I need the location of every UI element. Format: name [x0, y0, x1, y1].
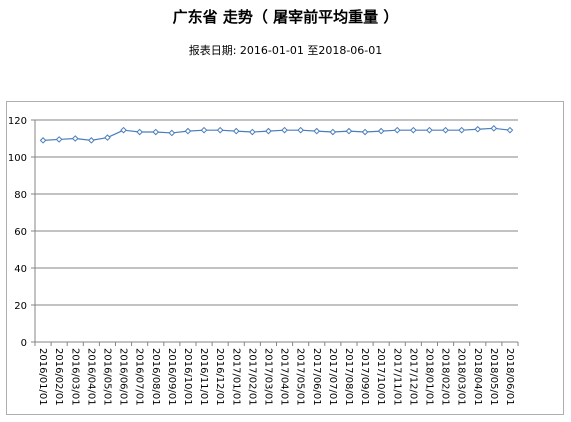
x-tick-label: 2016/03/01	[69, 348, 80, 406]
data-point	[104, 134, 111, 141]
series-line	[43, 127, 511, 141]
y-tick-label: 80	[14, 190, 27, 201]
data-point	[232, 127, 240, 135]
data-point	[377, 127, 385, 135]
x-tick-label: 2016/04/01	[85, 348, 96, 406]
data-point	[265, 127, 272, 135]
data-point	[426, 126, 433, 134]
x-tick-label: 2016/08/01	[150, 348, 161, 406]
data-point	[249, 128, 256, 136]
y-tick-label: 120	[8, 116, 27, 127]
data-point	[216, 126, 224, 134]
x-tick-label: 2017/08/01	[343, 348, 354, 406]
x-tick-label: 2017/09/01	[359, 348, 370, 406]
data-point	[393, 126, 401, 134]
y-tick-label: 20	[14, 301, 27, 312]
x-tick-label: 2017/12/01	[407, 348, 418, 406]
data-point	[474, 125, 482, 133]
data-point	[39, 137, 47, 144]
x-tick-label: 2017/04/01	[279, 348, 290, 406]
x-tick-label: 2017/07/01	[327, 348, 338, 406]
data-point	[458, 126, 465, 134]
x-tick-label: 2016/07/01	[134, 348, 145, 406]
data-point	[410, 126, 417, 134]
x-tick-label: 2016/09/01	[166, 348, 177, 406]
data-point	[281, 126, 288, 134]
x-tick-label: 2017/11/01	[391, 348, 402, 406]
x-tick-label: 2017/02/01	[246, 348, 257, 406]
x-tick-label: 2016/10/01	[182, 348, 193, 406]
x-tick-label: 2016/05/01	[101, 348, 112, 406]
x-tick-label: 2017/05/01	[295, 348, 306, 406]
data-point	[184, 127, 192, 135]
data-point	[168, 129, 176, 137]
x-tick-label: 2018/05/01	[488, 348, 499, 406]
data-point	[88, 137, 95, 144]
x-tick-label: 2018/03/01	[456, 348, 467, 406]
data-point	[506, 126, 514, 134]
x-tick-label: 2018/01/01	[423, 348, 434, 406]
data-point	[136, 128, 143, 136]
x-tick-label: 2016/11/01	[198, 348, 209, 406]
x-tick-label: 2016/02/01	[53, 348, 64, 406]
x-tick-label: 2017/01/01	[230, 348, 241, 406]
y-tick-label: 60	[14, 227, 27, 238]
data-point	[345, 127, 353, 135]
y-tick-label: 40	[14, 264, 27, 275]
x-tick-label: 2017/03/01	[262, 348, 273, 406]
x-tick-label: 2016/01/01	[37, 348, 48, 406]
data-point	[361, 128, 369, 136]
data-point	[329, 128, 337, 136]
data-point	[120, 126, 127, 134]
x-tick-label: 2016/12/01	[214, 348, 225, 406]
chart-frame	[6, 101, 564, 415]
data-point	[71, 135, 79, 142]
data-point	[490, 125, 498, 132]
x-tick-label: 2018/02/01	[440, 348, 451, 406]
data-point	[442, 126, 449, 134]
x-tick-label: 2018/06/01	[504, 348, 515, 406]
x-tick-label: 2018/04/01	[472, 348, 483, 406]
y-tick-label: 0	[21, 338, 27, 349]
x-tick-label: 2017/06/01	[311, 348, 322, 406]
chart-title: 广东省 走势（ 屠宰前平均重量 ）	[172, 8, 399, 26]
data-point	[297, 126, 304, 134]
data-point	[200, 126, 208, 134]
data-point	[313, 127, 321, 135]
x-tick-label: 2016/06/01	[118, 348, 129, 406]
data-point	[152, 128, 160, 136]
data-point	[55, 136, 63, 143]
report-date-range: 报表日期: 2016-01-01 至2018-06-01	[188, 44, 383, 57]
y-tick-label: 100	[8, 153, 27, 164]
x-tick-label: 2017/10/01	[375, 348, 386, 406]
